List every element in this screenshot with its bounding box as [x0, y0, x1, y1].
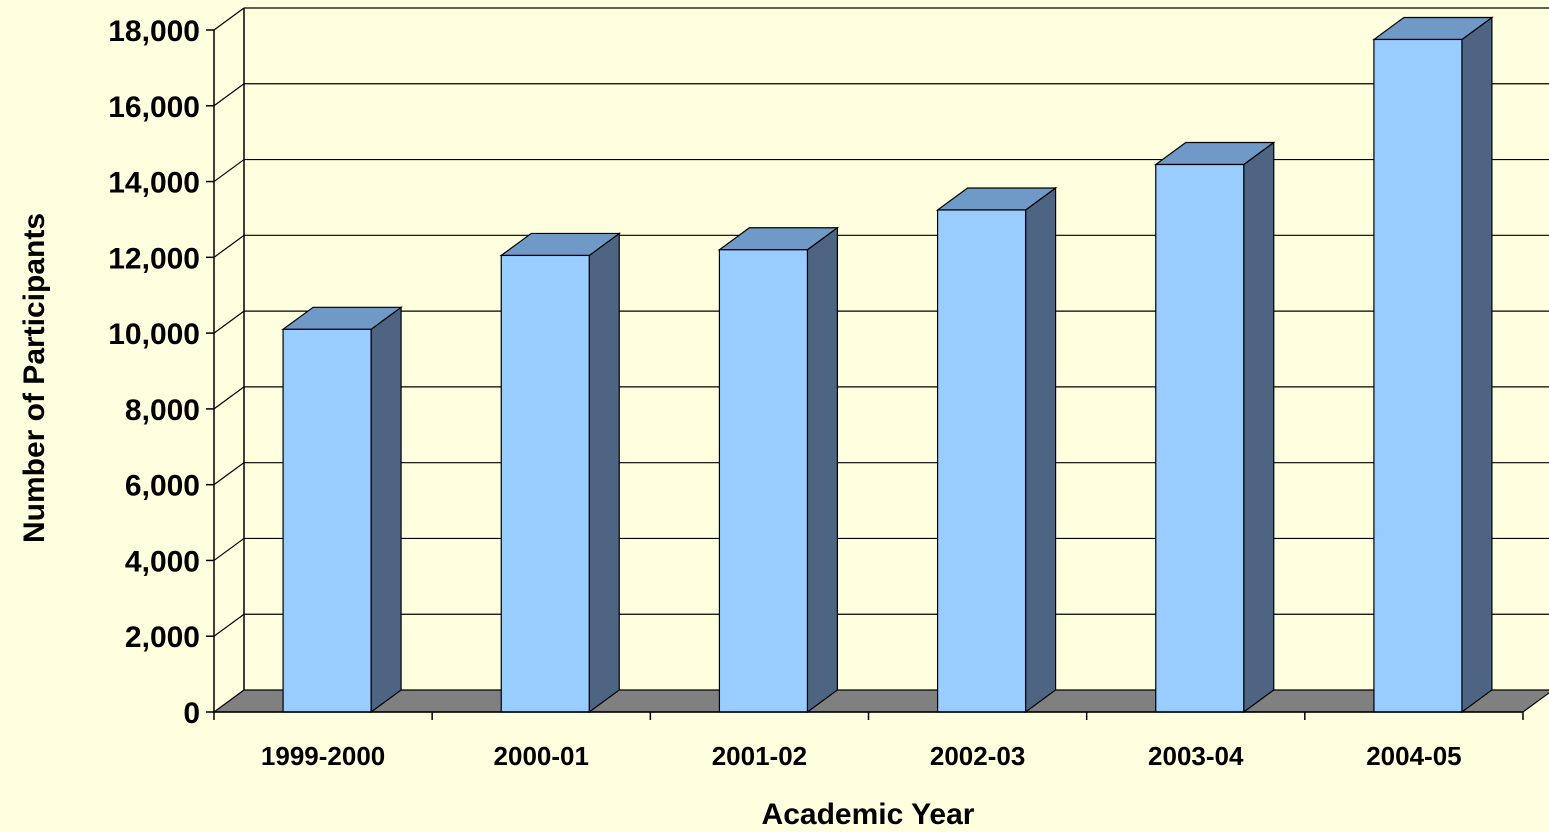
x-axis: 1999-2000 2000-01 2001-02 2002-03 2003-04 200… — [213, 711, 1524, 771]
x-tick-label: 2004-05 — [1366, 741, 1461, 771]
gridline-diagonal — [213, 462, 245, 486]
y-tick-label: 18,000 — [108, 15, 200, 48]
gridline-diagonal — [213, 310, 245, 334]
bar-front-face — [1155, 163, 1245, 713]
bar-side-face — [588, 232, 620, 714]
y-tick-label: 0 — [183, 697, 200, 730]
y-tick-label: 14,000 — [108, 167, 200, 200]
bar-side-face — [1024, 186, 1057, 714]
bar — [281, 306, 403, 714]
x-tick-label: 2002-03 — [930, 741, 1025, 771]
bar-front-face — [282, 328, 372, 713]
y-tick-label: 2,000 — [125, 621, 200, 654]
y-axis: 0 2,000 4,000 6,000 8,000 10,000 12,000 14,000 1… — [108, 15, 215, 730]
y-tick-label: 8,000 — [125, 394, 200, 427]
x-tick-label: 2003-04 — [1148, 741, 1244, 771]
x-tick-label: 2001-02 — [712, 741, 807, 771]
gridline-diagonal — [213, 613, 245, 637]
bar — [717, 226, 840, 714]
y-tick-label: 4,000 — [125, 545, 200, 578]
gridline-diagonal — [213, 234, 245, 258]
bar-side-face — [806, 226, 839, 714]
y-tick-label: 10,000 — [108, 318, 200, 351]
gridline-diagonal — [213, 159, 245, 183]
x-axis-title: Academic Year — [762, 798, 975, 831]
x-tick-label: 2000-01 — [494, 741, 589, 771]
y-tick-label: 12,000 — [108, 242, 200, 275]
bar — [1372, 16, 1494, 714]
bar-front-face — [1373, 38, 1463, 713]
bar — [935, 186, 1058, 714]
y-axis-title: Number of Participants — [18, 213, 51, 543]
bar-side-face — [1461, 16, 1493, 714]
chart-floor — [212, 689, 1549, 713]
floor — [212, 689, 1549, 713]
bar-front-face — [936, 209, 1027, 713]
gridlines — [213, 7, 1549, 637]
y-tick-label: 6,000 — [125, 470, 200, 503]
bar-front-face — [718, 249, 809, 713]
gridline-diagonal — [213, 83, 245, 107]
bar-side-face — [1243, 141, 1275, 714]
bar-side-face — [370, 306, 402, 714]
bar — [1153, 141, 1276, 714]
x-tick-label: 1999-2000 — [261, 741, 385, 771]
bar-front-face — [500, 254, 590, 713]
y-tick-label: 16,000 — [108, 91, 200, 124]
gridline-diagonal — [213, 537, 245, 561]
bar — [499, 232, 622, 714]
gridline-diagonal — [213, 386, 245, 410]
bars — [281, 16, 1494, 714]
gridline-diagonal — [213, 7, 245, 31]
